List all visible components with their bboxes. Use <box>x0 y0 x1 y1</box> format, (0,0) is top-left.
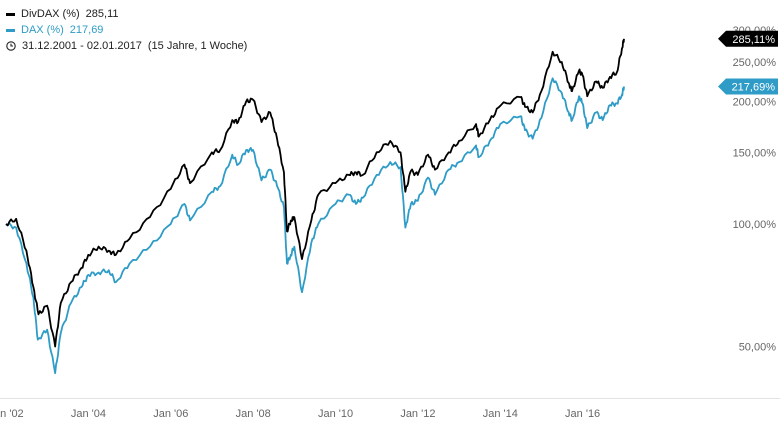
x-tick-label: Jan '04 <box>71 408 106 420</box>
divdax-series-line <box>5 38 625 348</box>
period-duration: (15 Jahre, 1 Woche) <box>147 40 248 52</box>
y-tick-label: 100,00% <box>733 219 777 231</box>
x-tick-label: Jan '08 <box>236 408 271 420</box>
period-range: 31.12.2001 - 02.01.2017 <box>22 40 142 52</box>
divdax-last-value-label: 285,11% <box>732 34 775 46</box>
y-tick-label: 50,00% <box>739 342 777 354</box>
legend-item-divdax[interactable]: DivDAX (%) 285,11 <box>6 6 247 22</box>
y-tick-label: 200,00% <box>733 96 777 108</box>
dax-swatch-icon <box>6 28 15 32</box>
legend-period: 31.12.2001 - 02.01.2017 (15 Jahre, 1 Woc… <box>6 38 247 54</box>
dax-series-line <box>5 77 625 375</box>
x-tick-label: Jan '10 <box>318 408 353 420</box>
clock-icon <box>6 41 16 51</box>
x-tick-label: Jan '02 <box>0 408 24 420</box>
dax-last-value-tag <box>718 78 778 95</box>
dax-last-value-label: 217,69% <box>732 81 776 93</box>
x-tick-label: Jan '06 <box>153 408 188 420</box>
divdax-swatch-icon <box>6 12 15 16</box>
y-tick-label: 250,00% <box>733 57 777 69</box>
legend: DivDAX (%) 285,11 DAX (%) 217,69 31.12.2… <box>6 6 247 54</box>
dax-value: 217,69 <box>69 24 104 36</box>
divdax-last-value-tag <box>718 30 778 47</box>
x-tick-label: Jan '12 <box>400 408 435 420</box>
x-tick-label: Jan '16 <box>565 408 600 420</box>
divdax-value: 285,11 <box>85 8 119 20</box>
y-tick-label: 150,00% <box>733 147 777 159</box>
dax-label: DAX (%) <box>21 24 64 36</box>
legend-item-dax[interactable]: DAX (%) 217,69 <box>6 22 247 38</box>
divdax-label: DivDAX (%) <box>21 8 80 20</box>
x-tick-label: Jan '14 <box>483 408 518 420</box>
